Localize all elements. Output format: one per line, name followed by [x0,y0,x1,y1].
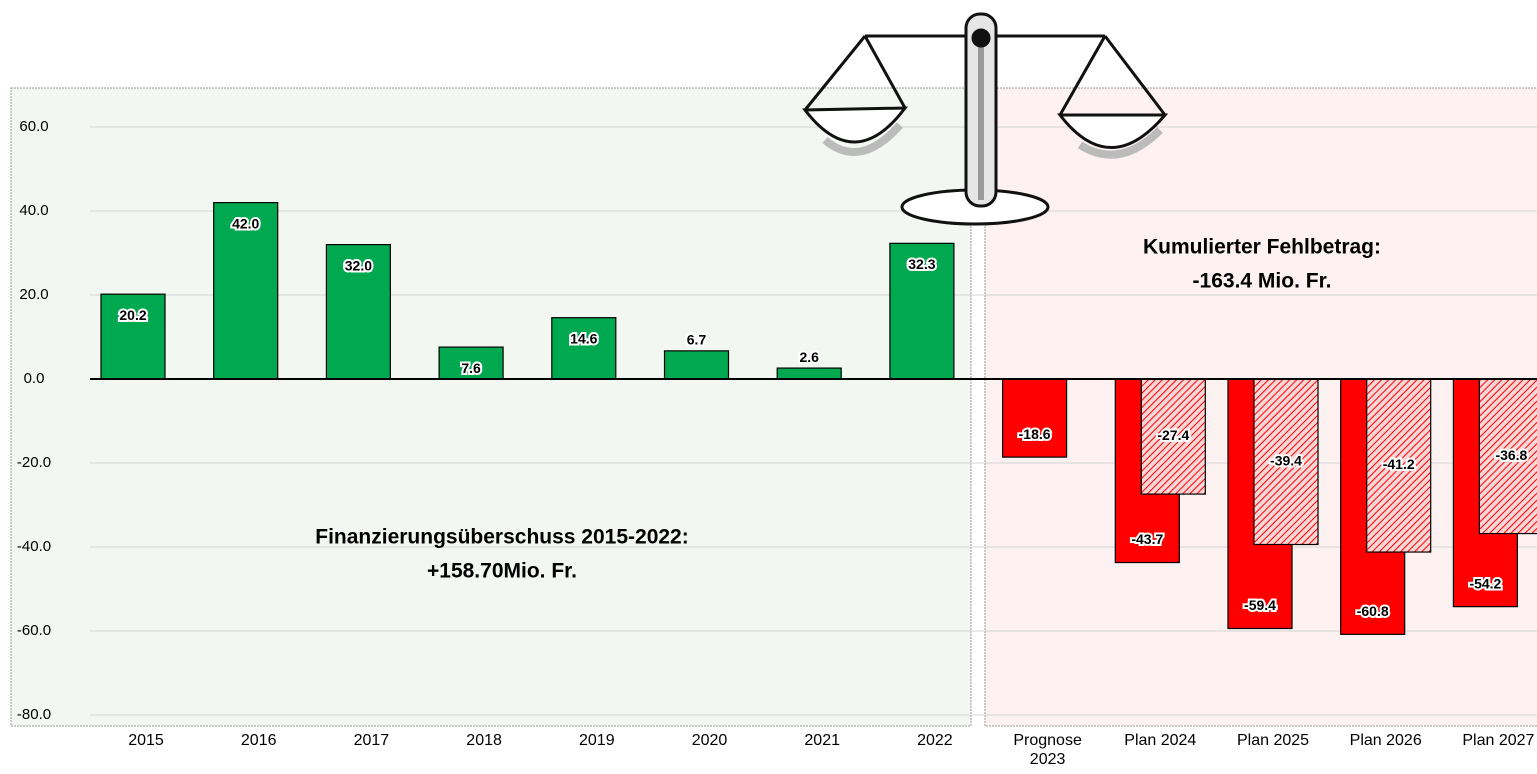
x-tick-label: Plan 2026 [1346,731,1426,750]
x-tick-label: Plan 2025 [1233,731,1313,750]
y-tick-label: -60.0 [17,622,51,639]
y-tick-label: -80.0 [17,706,51,723]
y-tick-label: 40.0 [19,202,48,219]
x-tick-label: 2018 [444,731,524,750]
value-label: 6.7 [687,332,707,348]
value-label: -54.2 [1469,575,1501,591]
chart: 20.2 42.0 32.0 7.6 14.6 6.7 2.6 32.3 -18.6 -43.7 -… [0,0,1537,774]
y-tick-label: 0.0 [24,370,45,387]
value-label: 32.0 [345,257,372,273]
value-label: -41.2 [1383,456,1415,472]
value-label: 32.3 [908,256,935,272]
x-tick-label: 2021 [782,731,862,750]
value-label: 20.2 [119,307,146,323]
annotation: +158.70Mio. Fr. [427,560,577,583]
chart-page: 20.2 42.0 32.0 7.6 14.6 6.7 2.6 32.3 -18.6 -43.7 -… [0,0,1537,774]
value-label: 7.6 [461,360,481,376]
value-label: -27.4 [1157,427,1189,443]
x-tick-label: 2019 [557,731,637,750]
bar [552,318,616,379]
x-tick-label: 2017 [331,731,411,750]
annotation: -163.4 Mio. Fr. [1193,270,1332,293]
value-label: -39.4 [1270,452,1302,468]
panel-actual [11,88,971,726]
y-tick-label: -20.0 [17,454,51,471]
value-label: -43.7 [1131,531,1163,547]
x-tick-label: Plan 2027 [1458,731,1537,750]
value-label: -18.6 [1019,426,1051,442]
x-tick-label: 2015 [106,731,186,750]
value-label: 42.0 [232,215,259,231]
annotation: Kumulierter Fehlbetrag: [1143,236,1381,259]
bar [665,351,729,379]
y-tick-label: 60.0 [19,118,48,135]
y-tick-label: 20.0 [19,286,48,303]
value-label: -36.8 [1495,447,1527,463]
x-tick-label: 2020 [670,731,750,750]
bar [777,368,841,379]
value-label: 2.6 [799,349,819,365]
y-tick-label: -40.0 [17,538,51,555]
value-label: -59.4 [1244,597,1276,613]
annotation: Finanzierungsüberschuss 2015-2022: [315,526,688,549]
bar [1003,379,1067,457]
value-label: 14.6 [570,330,597,346]
x-tick-label: Plan 2024 [1120,731,1200,750]
x-tick-label: Prognose 2023 [1008,731,1088,769]
value-label: -60.8 [1357,603,1389,619]
x-tick-label: 2022 [895,731,975,750]
x-tick-label: 2016 [219,731,299,750]
